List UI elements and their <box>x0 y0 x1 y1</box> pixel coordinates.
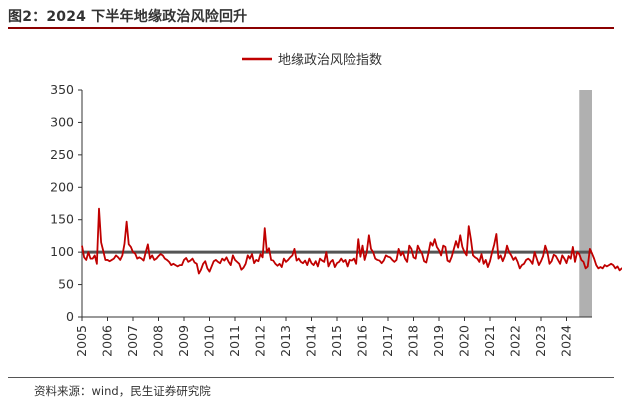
highlight-band <box>579 90 592 317</box>
x-axis: 2005 2006 2007 2008 2009 2010 2011 2012 2013 2014… <box>74 316 592 357</box>
x-tick-label: 2018 <box>406 325 421 357</box>
y-tick-label: 350 <box>50 82 74 97</box>
x-tick-label: 2020 <box>457 325 472 357</box>
x-tick-label: 2007 <box>125 325 140 357</box>
x-tick-label: 2014 <box>304 325 319 357</box>
x-tick-label: 2011 <box>227 325 242 357</box>
y-tick-label: 200 <box>50 179 74 194</box>
x-tick-label: 2009 <box>176 325 191 357</box>
footer-rule <box>8 377 614 378</box>
x-tick-label: 2015 <box>329 325 344 357</box>
x-tick-label: 2016 <box>355 325 370 357</box>
y-tick-label: 50 <box>58 277 74 292</box>
series-line <box>81 207 622 275</box>
x-tick-label: 2021 <box>482 325 497 357</box>
title-rule <box>8 27 614 29</box>
y-tick-label: 100 <box>50 244 74 259</box>
series-layer <box>81 207 622 275</box>
x-tick-label: 2010 <box>202 325 217 357</box>
x-tick-label: 2005 <box>74 325 89 357</box>
y-tick-label: 250 <box>50 147 74 162</box>
x-tick-label: 2008 <box>151 325 166 357</box>
highlight-band-layer <box>579 90 592 317</box>
legend-label: 地缘政治风险指数 <box>278 53 382 68</box>
x-tick-label: 2022 <box>508 325 523 357</box>
x-tick-label: 2024 <box>559 325 574 357</box>
x-tick-label: 2013 <box>278 325 293 357</box>
x-tick-label: 2019 <box>431 325 446 357</box>
y-tick-label: 0 <box>66 309 74 324</box>
y-axis: 0 50 100 150 200 250 300 350 <box>50 82 83 324</box>
source-note: 资料来源：wind，民生证券研究院 <box>34 384 211 398</box>
figure-title: 图2：2024 下半年地缘政治风险回升 <box>8 9 248 25</box>
x-tick-label: 2006 <box>100 325 115 357</box>
y-tick-label: 300 <box>50 114 74 129</box>
y-tick-label: 150 <box>50 212 74 227</box>
x-tick-label: 2023 <box>533 325 548 357</box>
legend: 地缘政治风险指数 <box>242 53 382 68</box>
x-tick-label: 2012 <box>253 325 268 357</box>
x-tick-label: 2017 <box>380 325 395 357</box>
